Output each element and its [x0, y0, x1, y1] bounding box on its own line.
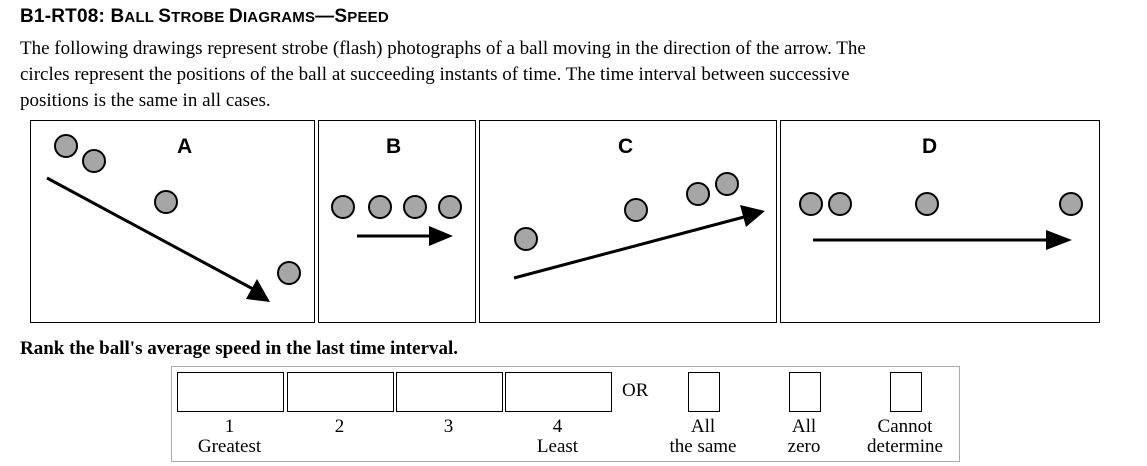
all-the-same-label: All the same [669, 416, 737, 457]
rank-input-2[interactable] [287, 372, 394, 412]
arrowhead-icon [740, 205, 765, 227]
direction-arrow-icon [46, 176, 254, 291]
ball-icon [331, 195, 355, 219]
diagram-c-drawing [513, 172, 765, 280]
arrowhead-icon [429, 226, 453, 246]
greatest-label: Greatest [197, 436, 262, 457]
least-label: Least [536, 436, 579, 457]
intro-text: The following drawings represent strobe … [20, 38, 866, 111]
arrowhead-icon [246, 279, 270, 302]
cannot-determine-label: Cannot determine [867, 416, 943, 457]
all-zero-label: All zero [787, 416, 821, 457]
page-title: B1-RT08: BALL STROBE DIAGRAMS—SPEED [20, 6, 389, 27]
ball-icon [154, 190, 178, 214]
diagram-b-drawing [331, 195, 462, 246]
ball-icon [828, 192, 852, 216]
ball-icon [1059, 192, 1083, 216]
diagram-panel-d: D [780, 120, 1100, 323]
rank-input-4[interactable] [505, 372, 612, 412]
diagram-panel-a: A [30, 120, 315, 323]
cannot-determine-checkbox[interactable] [890, 372, 922, 412]
panel-label: B [386, 135, 402, 158]
rank-label-4: 4 Least [505, 417, 610, 457]
panel-label: D [922, 135, 938, 158]
problem-code: B1-RT08: [20, 6, 111, 27]
or-label: OR [622, 380, 649, 401]
rank-label-3: 3 [443, 416, 454, 437]
ball-icon [368, 195, 392, 219]
panel-label: A [177, 135, 193, 158]
ball-icon [715, 172, 739, 196]
ball-icon [514, 227, 538, 251]
ball-icon [82, 149, 106, 173]
panel-label: C [618, 135, 634, 158]
ball-icon [438, 195, 462, 219]
diagram-panel-b: B [318, 120, 476, 323]
rank-label-1: 1 Greatest [177, 417, 282, 457]
ball-icon [277, 261, 301, 285]
rank-input-3[interactable] [396, 372, 503, 412]
ball-icon [686, 182, 710, 206]
all-the-same-checkbox[interactable] [688, 372, 720, 412]
ball-icon [799, 192, 823, 216]
all-zero-checkbox[interactable] [789, 372, 821, 412]
answer-area [171, 366, 960, 462]
arrowhead-icon [1046, 230, 1072, 250]
diagram-panel-c: C [479, 120, 777, 323]
question-text: Rank the ball's average speed in the las… [20, 338, 459, 359]
diagram-d-drawing [799, 192, 1083, 250]
ball-icon [403, 195, 427, 219]
rank-label-2: 2 [334, 416, 345, 437]
diagram-a-drawing [46, 134, 301, 302]
rank-input-1[interactable] [177, 372, 284, 412]
direction-arrow-icon [513, 215, 745, 280]
ball-icon [915, 192, 939, 216]
ball-icon [624, 198, 648, 222]
ball-icon [54, 134, 78, 158]
